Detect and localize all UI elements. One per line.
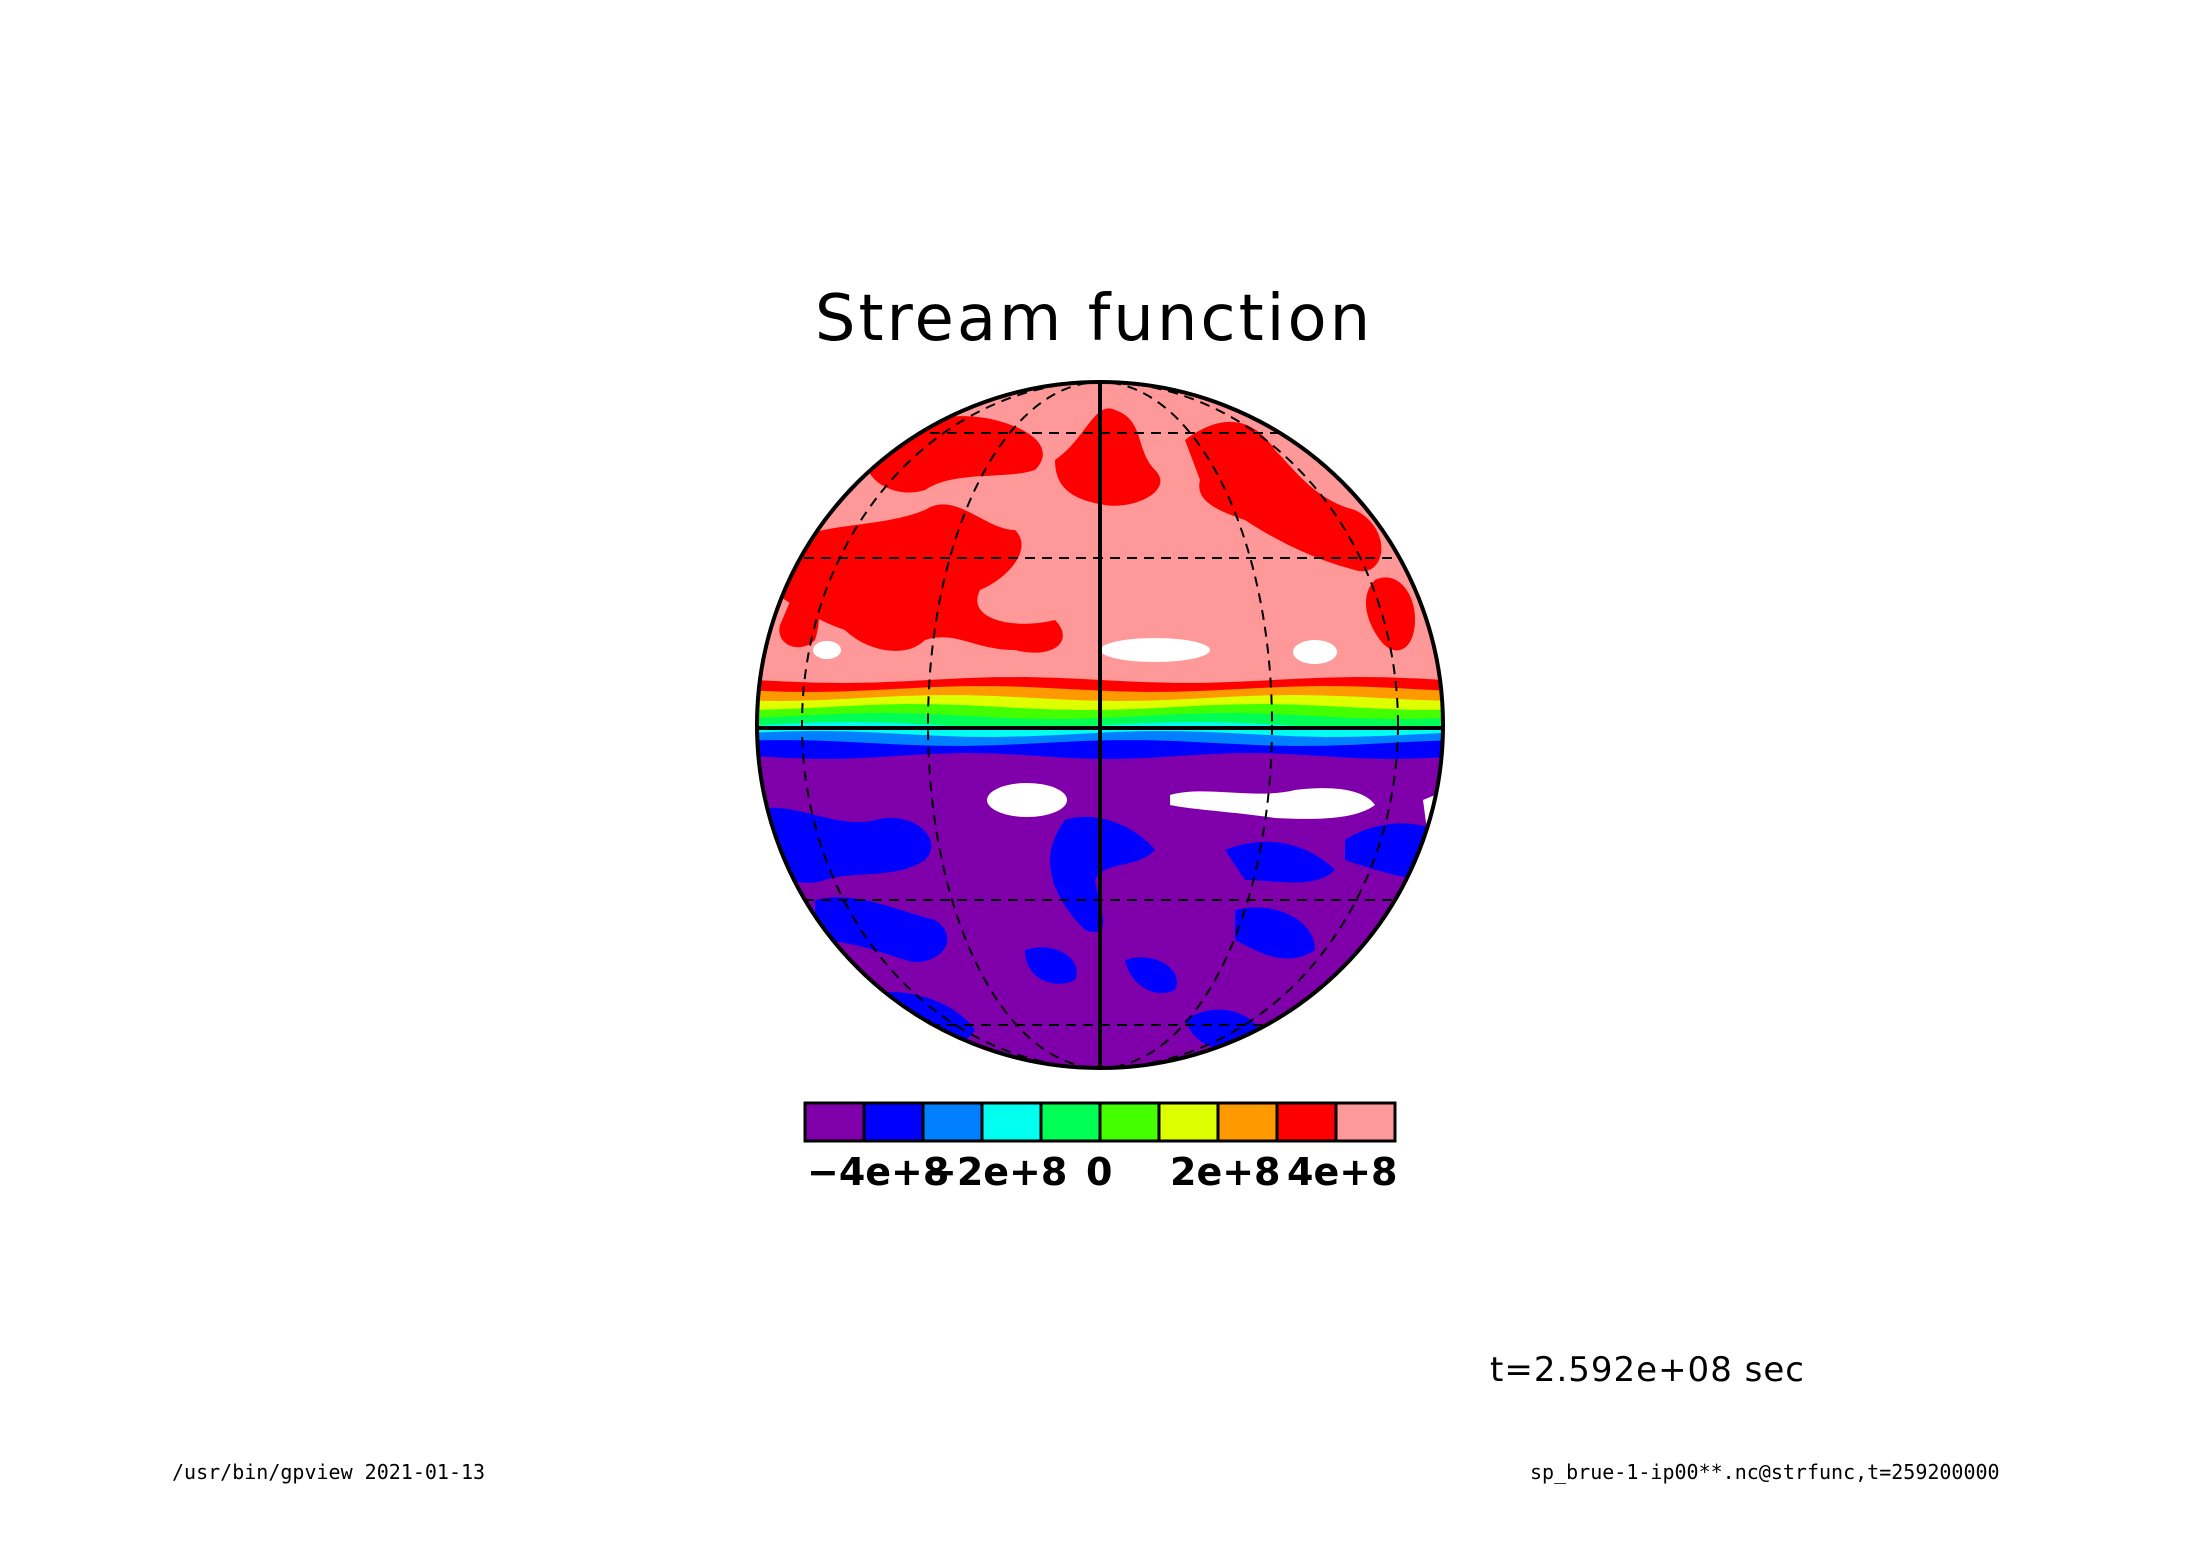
- colorbar-tick-label: −4e+8: [807, 1150, 950, 1194]
- colorbar-tick-label: 2e+8: [1170, 1150, 1281, 1194]
- colorbar-tick-label: 0: [1086, 1150, 1113, 1194]
- patch: [757, 807, 932, 883]
- footer-left: /usr/bin/gpview 2021-01-13: [172, 1460, 486, 1484]
- spot: [1100, 638, 1210, 662]
- north-white-spots: [813, 638, 1337, 664]
- colorbar-swatch: [862, 1101, 925, 1143]
- patch: [1235, 907, 1315, 959]
- colorbar-swatch: [1275, 1101, 1338, 1143]
- colorbar-tick-label: 4e+8: [1287, 1150, 1398, 1194]
- patch: [1225, 841, 1335, 883]
- patch: [779, 588, 819, 648]
- colorbar-swatch: [803, 1101, 866, 1143]
- patch: [770, 504, 1063, 653]
- patch: [1125, 957, 1177, 994]
- patch: [1185, 421, 1382, 572]
- patch: [815, 897, 948, 962]
- globe-plot: [755, 380, 1445, 1070]
- footer-right: sp_brue-1-ip00**.nc@strfunc,t=259200000: [1530, 1460, 2000, 1484]
- north-high-patches: [770, 408, 1415, 653]
- time-annotation: t=2.592e+08 sec: [1490, 1350, 1805, 1390]
- spot: [1293, 640, 1337, 664]
- colorbar-swatch: [1334, 1101, 1397, 1143]
- patch: [1025, 947, 1077, 984]
- spot: [813, 641, 841, 659]
- colorbar: [803, 1101, 1397, 1143]
- meridian-30: [927, 382, 1273, 1068]
- meridian-60: [801, 382, 1399, 1068]
- spot: [987, 783, 1067, 817]
- colorbar-swatch: [1039, 1101, 1102, 1143]
- colorbar-swatch: [1098, 1101, 1161, 1143]
- globe-outline: [755, 380, 1445, 1070]
- patch: [1050, 816, 1155, 932]
- colorbar-swatch: [980, 1101, 1043, 1143]
- colorbar-swatch: [1157, 1101, 1220, 1143]
- patch: [1365, 577, 1415, 651]
- colorbar-tick-label: −2e+8: [925, 1150, 1068, 1194]
- chart-title: Stream function: [814, 282, 1374, 356]
- colorbar-swatch: [921, 1101, 984, 1143]
- colorbar-swatch: [1216, 1101, 1279, 1143]
- spot: [1170, 788, 1375, 819]
